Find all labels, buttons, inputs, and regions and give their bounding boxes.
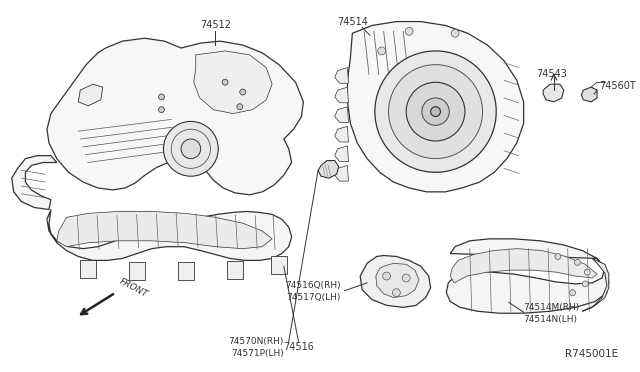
Polygon shape [178,262,194,280]
Circle shape [431,107,440,116]
Circle shape [388,65,483,158]
Polygon shape [318,161,339,178]
Circle shape [405,28,413,35]
Polygon shape [446,239,609,313]
Circle shape [584,269,590,275]
Circle shape [237,104,243,110]
Circle shape [240,89,246,95]
Polygon shape [335,146,348,161]
Text: 74514N(LH): 74514N(LH) [524,315,578,324]
Text: FRONT: FRONT [118,277,149,299]
Polygon shape [194,51,272,113]
Circle shape [406,82,465,141]
Circle shape [383,272,390,280]
Circle shape [378,47,386,55]
Polygon shape [47,38,303,195]
Circle shape [159,107,164,113]
Circle shape [392,289,400,296]
Text: 74516: 74516 [283,341,314,352]
Polygon shape [335,126,348,142]
Polygon shape [227,262,243,279]
Polygon shape [543,84,564,102]
Circle shape [575,259,580,265]
Circle shape [403,274,410,282]
Text: 74517Q(LH): 74517Q(LH) [286,293,340,302]
Text: 74570N(RH): 74570N(RH) [228,337,284,346]
Circle shape [181,139,201,158]
Text: 74560T: 74560T [599,81,636,91]
Polygon shape [335,87,348,103]
Text: 74516Q(RH): 74516Q(RH) [285,281,340,290]
Polygon shape [129,262,145,280]
Circle shape [422,98,449,125]
Text: 74571P(LH): 74571P(LH) [231,349,284,358]
Circle shape [451,29,459,37]
Circle shape [222,79,228,85]
Polygon shape [12,155,57,209]
Polygon shape [335,107,348,122]
Polygon shape [582,259,609,311]
Circle shape [163,121,218,176]
Polygon shape [271,256,287,274]
Text: 74514: 74514 [338,17,369,26]
Polygon shape [360,256,431,307]
Circle shape [582,281,588,287]
Polygon shape [80,260,96,278]
Polygon shape [47,209,292,260]
Polygon shape [450,248,597,283]
Circle shape [555,254,561,259]
Circle shape [375,51,496,172]
Polygon shape [57,211,272,248]
Polygon shape [335,68,348,83]
Text: 74543: 74543 [536,70,567,79]
Text: 74514M(RH): 74514M(RH) [524,303,580,312]
Circle shape [159,94,164,100]
Polygon shape [376,263,419,298]
Circle shape [570,290,575,296]
Polygon shape [581,87,597,102]
Text: R745001E: R745001E [566,349,619,359]
Text: 74512: 74512 [201,20,232,31]
Polygon shape [78,84,103,106]
Polygon shape [335,166,348,181]
Polygon shape [348,22,524,192]
